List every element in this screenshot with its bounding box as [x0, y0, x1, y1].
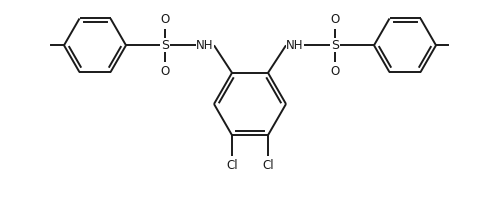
Text: NH: NH — [196, 39, 214, 52]
Text: O: O — [160, 65, 170, 78]
Text: Cl: Cl — [226, 159, 238, 172]
Text: O: O — [160, 13, 170, 26]
Text: NH: NH — [286, 39, 304, 52]
Text: S: S — [331, 39, 339, 52]
Text: O: O — [330, 65, 340, 78]
Text: S: S — [161, 39, 169, 52]
Text: Cl: Cl — [262, 159, 274, 172]
Text: O: O — [330, 13, 340, 26]
